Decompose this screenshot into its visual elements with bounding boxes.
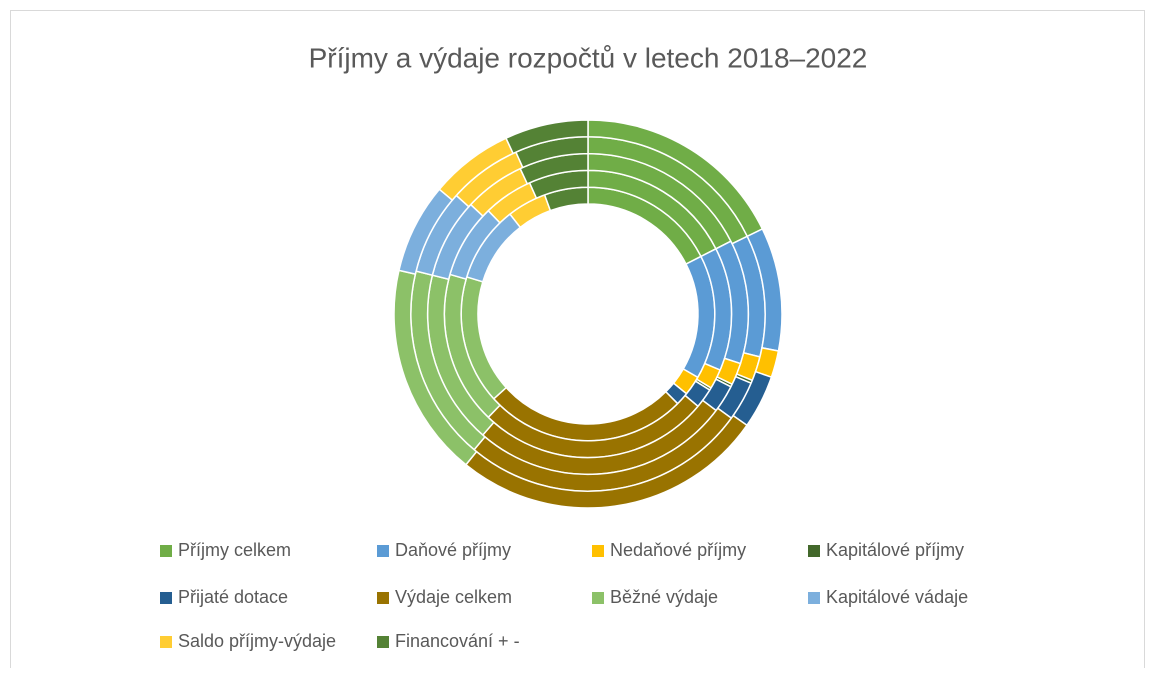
legend-swatch: [592, 592, 604, 604]
legend-label: Kapitálové vádaje: [826, 587, 968, 607]
chart-title: Příjmy a výdaje rozpočtů v letech 2018–2…: [309, 42, 868, 73]
legend-label: Přijaté dotace: [178, 587, 288, 607]
legend-label: Nedaňové příjmy: [610, 540, 746, 560]
legend-swatch: [160, 636, 172, 648]
legend-swatch: [592, 545, 604, 557]
legend-label: Daňové příjmy: [395, 540, 511, 560]
legend-label: Příjmy celkem: [178, 540, 291, 560]
legend-swatch: [808, 592, 820, 604]
legend-label: Běžné výdaje: [610, 587, 718, 607]
legend-swatch: [160, 592, 172, 604]
legend-label: Výdaje celkem: [395, 587, 512, 607]
chart-area: [10, 10, 1145, 673]
doughnut-segment: [505, 119, 589, 155]
legend-swatch: [160, 545, 172, 557]
legend-swatch: [377, 545, 389, 557]
legend-swatch: [377, 636, 389, 648]
legend-label: Financování + -: [395, 631, 520, 651]
legend-swatch: [377, 592, 389, 604]
legend-swatch: [808, 545, 820, 557]
legend-label: Kapitálové příjmy: [826, 540, 964, 560]
legend-label: Saldo příjmy-výdaje: [178, 631, 336, 651]
